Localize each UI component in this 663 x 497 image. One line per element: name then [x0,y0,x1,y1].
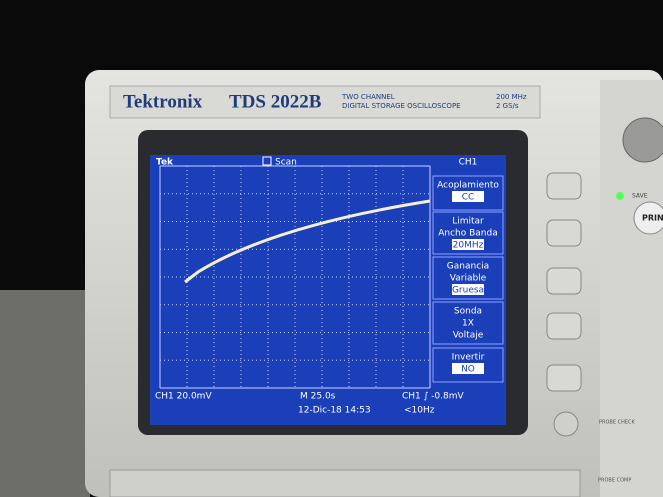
menu-text: Gruesa [452,286,484,296]
desk-device [0,290,90,497]
menu-text: Ancho Banda [438,229,498,239]
logo: Tek [156,158,174,168]
menu-text: CC [462,193,475,203]
menu-button[interactable] [547,365,581,391]
menu-text: Invertir [452,353,485,363]
menu-button[interactable] [547,220,581,246]
menu-button[interactable] [547,173,581,199]
menu-text: Voltaje [453,331,484,341]
subtitle: DIGITAL STORAGE OSCILLOSCOPE [342,102,461,110]
menu-text: Ganancia [447,262,489,272]
menu-title: CH1 [459,158,478,168]
probe-check: PROBE CHECK [599,420,636,426]
probe-comp: PROBE COMP [598,478,631,484]
status: CH1 ∫ -0.8mV [402,392,465,402]
menu-text: Variable [450,274,487,284]
menu-text: Acoplamiento [437,181,499,191]
mode: Scan [275,158,297,168]
spec: 2 GS/s [496,102,519,110]
brand: Tektronix [123,91,203,112]
lower-panel [110,470,580,497]
spec: 200 MHz [496,93,527,101]
menu-text: Limitar [452,217,484,227]
menu-text: 20MHz [453,241,484,251]
status: M 25.0s [300,392,336,402]
subtitle: TWO CHANNEL [341,93,395,101]
save-label: SAVE [632,193,648,200]
model: TDS 2022B [229,91,322,112]
menu-text: NO [461,365,475,375]
status: 12-Dic-18 14:53 [298,406,371,416]
led [616,192,624,200]
print-label: PRIN [642,214,663,223]
probe-check-button[interactable] [554,412,578,436]
status: CH1 20.0mV [155,392,212,402]
status: <10Hz [404,406,435,416]
photo: Tektronix TDS 2022B TWO CHANNEL DIGITAL … [0,0,663,497]
menu-button[interactable] [547,313,581,339]
menu-text: 1X [462,319,474,329]
knob[interactable] [623,118,663,162]
menu-text: Sonda [454,307,482,317]
menu-button[interactable] [547,268,581,294]
